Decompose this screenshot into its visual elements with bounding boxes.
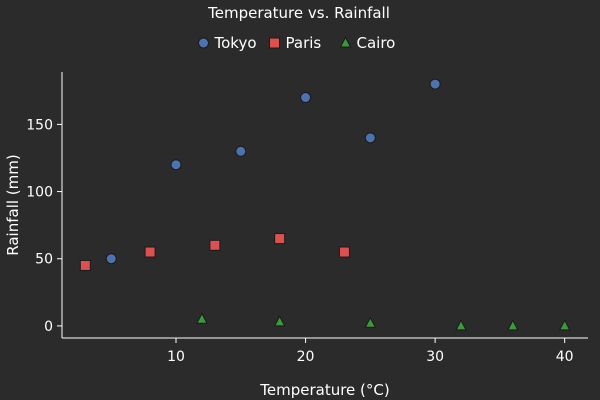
- tokyo-point: [429, 78, 441, 90]
- legend-marker-cairo: [339, 36, 352, 48]
- paris-point: [79, 259, 91, 271]
- x-tick-label: 30: [426, 349, 444, 365]
- tokyo-point: [300, 92, 312, 104]
- y-tick-label: 150: [26, 117, 53, 133]
- y-tick-label: 50: [35, 252, 53, 268]
- tokyo-point: [235, 145, 247, 157]
- legend-label-paris: Paris: [286, 34, 322, 52]
- legend-marker-paris: [269, 37, 280, 49]
- cairo-point: [507, 319, 519, 331]
- x-tick-label: 10: [167, 349, 185, 365]
- y-axis-label: Rainfall (mm): [4, 154, 22, 255]
- paris-point: [338, 246, 350, 258]
- tokyo-point: [170, 159, 182, 171]
- legend-label-cairo: Cairo: [357, 34, 396, 52]
- data-points: [79, 78, 571, 331]
- paris-point: [144, 246, 156, 258]
- paris-point: [274, 233, 286, 245]
- legend-item-cairo: Cairo: [339, 34, 396, 52]
- paris-point: [209, 239, 221, 251]
- cairo-point: [196, 312, 208, 324]
- cairo-point: [558, 319, 571, 331]
- legend-item-paris: Paris: [269, 34, 322, 52]
- x-ticks: 10 20 30 40: [167, 338, 574, 365]
- y-ticks: 0 50 100 150: [26, 117, 62, 335]
- y-tick-label: 0: [44, 319, 53, 335]
- tokyo-point: [364, 132, 376, 144]
- x-tick-label: 20: [297, 349, 315, 365]
- cairo-point: [455, 319, 467, 331]
- chart-title: Temperature vs. Rainfall: [207, 4, 390, 22]
- tokyo-point: [105, 253, 117, 265]
- x-axis-label: Temperature (°C): [259, 381, 389, 399]
- y-tick-label: 100: [26, 185, 53, 201]
- cairo-point: [364, 316, 377, 328]
- x-tick-label: 40: [556, 349, 574, 365]
- legend-label-tokyo: Tokyo: [214, 34, 257, 52]
- legend-item-tokyo: Tokyo: [198, 34, 257, 52]
- cairo-point: [273, 315, 286, 327]
- legend-marker-tokyo: [198, 37, 209, 49]
- legend: Tokyo Paris Cairo: [198, 34, 396, 52]
